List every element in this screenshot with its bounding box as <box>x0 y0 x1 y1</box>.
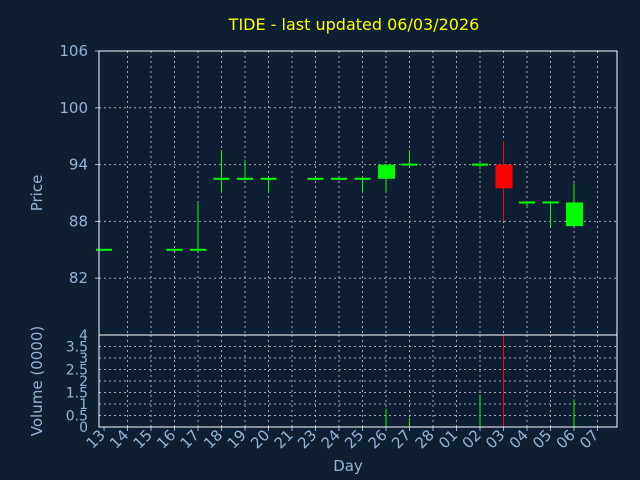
x-tick-label: 07 <box>576 426 602 452</box>
x-tick-label: 17 <box>177 426 203 452</box>
x-axis-label: Day <box>333 457 363 475</box>
volume-tick-label: 2.5 <box>66 363 88 379</box>
x-tick-label: 27 <box>388 426 414 452</box>
x-tick-label: 06 <box>553 426 579 452</box>
volume-tick-label: 0.5 <box>66 409 88 425</box>
x-tick-label: 16 <box>153 426 179 452</box>
volume-tick-label: 3 <box>79 351 88 367</box>
volume-tick-label: 3.5 <box>66 340 88 356</box>
volume-tick-label: 2 <box>79 374 88 390</box>
x-tick-label: 18 <box>200 426 226 452</box>
volume-tick-label: 1.5 <box>66 386 88 402</box>
x-tick-label: 20 <box>247 426 273 452</box>
candle-body <box>495 164 513 189</box>
candle-body <box>378 164 395 179</box>
chart-title: TIDE - last updated 06/03/2026 <box>228 15 480 34</box>
x-tick-label: 15 <box>130 426 156 452</box>
x-tick-label: 04 <box>506 426 532 452</box>
price-panel-frame <box>98 50 618 336</box>
x-tick-label: 14 <box>106 426 132 452</box>
price-axis-label: Price <box>28 175 46 212</box>
price-tick-label: 94 <box>69 156 88 174</box>
candle-body <box>566 202 583 227</box>
x-tick-label: 26 <box>365 426 391 452</box>
x-tick-label: 28 <box>412 426 438 452</box>
volume-panel-frame <box>98 334 618 428</box>
price-tick-label: 100 <box>59 99 88 117</box>
x-tick-label: 19 <box>224 426 250 452</box>
price-tick-label: 82 <box>69 269 88 287</box>
mark-layer <box>96 140 583 427</box>
x-tick-label: 25 <box>341 426 367 452</box>
x-tick-label: 23 <box>294 426 320 452</box>
x-tick-label: 24 <box>318 426 344 452</box>
volume-tick-label: 0 <box>79 420 88 436</box>
grid-layer <box>99 50 617 427</box>
x-tick-label: 01 <box>435 426 461 452</box>
volume-axis-label: Volume (0000) <box>28 326 46 436</box>
volume-tick-label: 1 <box>79 397 88 413</box>
price-tick-label: 106 <box>59 42 88 60</box>
volume-tick-label: 4 <box>79 328 88 344</box>
axis-layer: 1314151617181920212324252627280102030405… <box>59 42 602 452</box>
x-tick-label: 02 <box>459 426 485 452</box>
x-tick-label: 21 <box>271 426 297 452</box>
price-tick-label: 88 <box>69 212 88 230</box>
x-tick-label: 05 <box>529 426 555 452</box>
x-tick-label: 03 <box>482 426 508 452</box>
